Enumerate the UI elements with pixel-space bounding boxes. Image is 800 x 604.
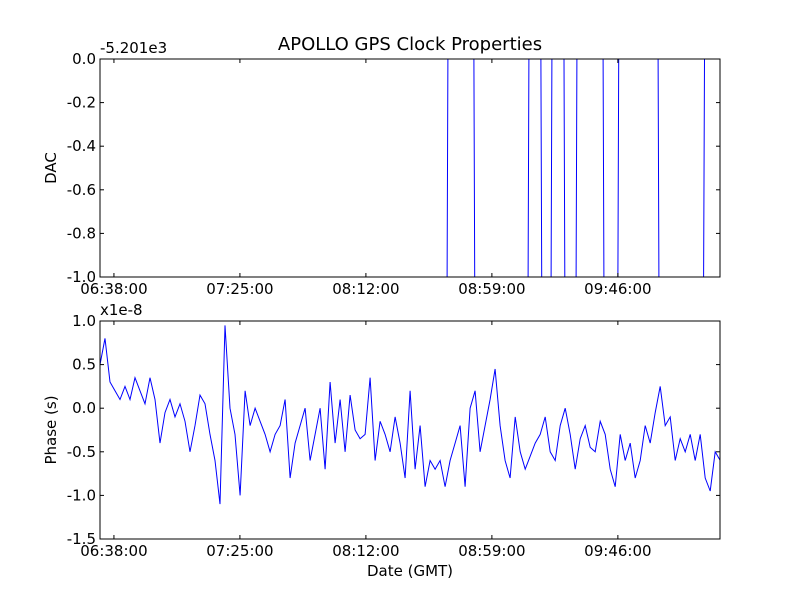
xtick-label: 08:12:00 [332, 542, 399, 560]
phase-xlabel: Date (GMT) [367, 562, 453, 580]
phase-offset-text: x1e-8 [100, 301, 143, 319]
xtick-label: 09:46:00 [584, 280, 651, 298]
xtick-label: 07:25:00 [206, 280, 273, 298]
ytick-label: 1.0 [72, 312, 96, 330]
chart-title: APOLLO GPS Clock Properties [278, 34, 542, 55]
ytick-label: -0.5 [67, 443, 96, 461]
ytick-label: -0.6 [67, 181, 96, 199]
axes-frame [99, 58, 721, 278]
phase-series-line [100, 325, 720, 505]
ytick-label: -1.5 [67, 530, 96, 548]
ytick-label: 0.5 [72, 356, 96, 374]
xtick-label: 08:59:00 [458, 542, 525, 560]
phase-axes: x1e-8 Phase (s) Date (GMT) 1.0 0.5 0.0 -0.5… [42, 301, 721, 580]
xtick-label: 08:12:00 [332, 280, 399, 298]
xtick-label: 06:38:00 [80, 542, 147, 560]
dac-series-line [100, 58, 720, 278]
xtick-label: 06:38:00 [80, 280, 147, 298]
dac-offset-text: -5.201e3 [100, 39, 167, 57]
axes-frame [99, 320, 721, 540]
ytick-label: -1.0 [67, 486, 96, 504]
xtick-label: 08:59:00 [458, 280, 525, 298]
ytick-label: 0.0 [72, 50, 96, 68]
xtick-label: 07:25:00 [206, 542, 273, 560]
ytick-label: -1.0 [67, 268, 96, 286]
ytick-label: -0.2 [67, 94, 96, 112]
ytick-label: 0.0 [72, 399, 96, 417]
dac-axes: -5.201e3 DAC 0.0 -0.2 -0.4 -0.6 -0.8 -1.006:3… [42, 39, 721, 298]
xtick-label: 09:46:00 [584, 542, 651, 560]
ytick-label: -0.8 [67, 224, 96, 242]
phase-ylabel: Phase (s) [42, 395, 60, 464]
dac-ylabel: DAC [42, 152, 60, 184]
ytick-label: -0.4 [67, 137, 96, 155]
